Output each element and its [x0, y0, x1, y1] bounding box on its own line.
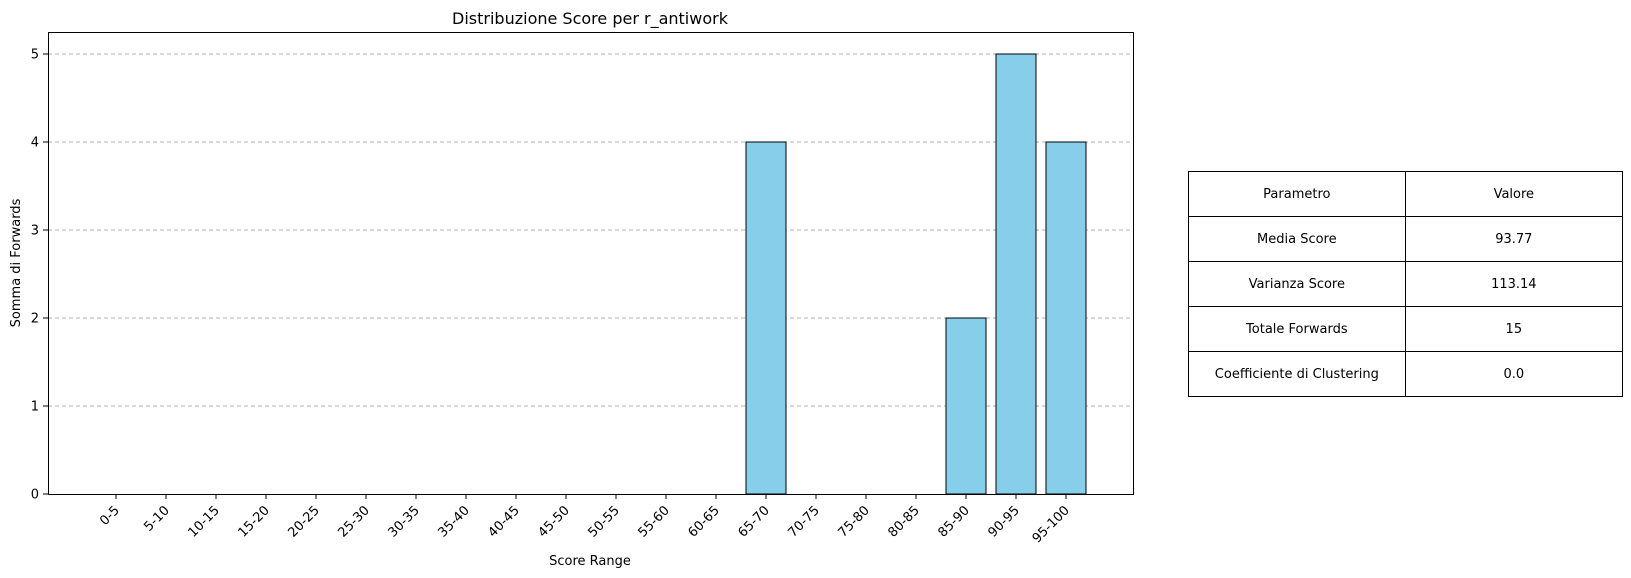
y-axis-ticks: 0 1 2 3 4 5: [31, 48, 48, 503]
bar: [1045, 141, 1087, 495]
x-tick-label: 40-45: [486, 503, 523, 540]
table-cell-parameter: Media Score: [1188, 216, 1406, 262]
y-tick-label: 5: [31, 48, 39, 63]
y-tick-label: 0: [31, 488, 39, 503]
x-tick-label: 90-95: [986, 503, 1023, 540]
table-header-cell-value: Valore: [1404, 171, 1624, 217]
x-tick-label: 80-85: [886, 503, 923, 540]
table-cell-value: 93.77: [1404, 216, 1624, 262]
bar: [995, 53, 1037, 495]
x-tick-label: 30-35: [386, 503, 423, 540]
stats-table: Parametro Valore Media Score 93.77 Varia…: [1188, 171, 1624, 397]
x-tick-label: 25-30: [336, 503, 373, 540]
x-tick-label: 85-90: [936, 503, 973, 540]
y-tick-label: 4: [31, 136, 39, 151]
table-cell-parameter: Totale Forwards: [1188, 306, 1406, 352]
y-tick-label: 1: [31, 400, 39, 415]
table-header-row: Parametro Valore: [1188, 171, 1624, 217]
x-tick-label: 15-20: [236, 503, 273, 540]
table-row: Varianza Score 113.14: [1188, 261, 1624, 307]
x-tick-label: 20-25: [286, 503, 323, 540]
x-tick-label: 35-40: [436, 503, 473, 540]
table-cell-value: 15: [1404, 306, 1624, 352]
bar: [745, 141, 787, 495]
table-row: Totale Forwards 15: [1188, 306, 1624, 352]
table-cell-value: 0.0: [1404, 351, 1624, 397]
x-tick-label: 10-15: [186, 503, 223, 540]
y-axis-label: Somma di Forwards: [9, 198, 24, 327]
table-row: Coefficiente di Clustering 0.0: [1188, 351, 1624, 397]
table-cell-value: 113.14: [1404, 261, 1624, 307]
plot-frame: [48, 32, 1134, 495]
x-tick-label: 0-5: [97, 503, 123, 529]
x-tick-label: 60-65: [686, 503, 723, 540]
chart-title: Distribuzione Score per r_antiwork: [452, 9, 729, 29]
x-tick-label: 65-70: [736, 503, 773, 540]
x-tick-label: 55-60: [636, 503, 673, 540]
table-header-cell-parameter: Parametro: [1188, 171, 1406, 217]
x-axis-label: Score Range: [549, 554, 631, 569]
x-tick-label: 70-75: [786, 503, 823, 540]
bar: [945, 317, 987, 495]
y-tick-label: 3: [31, 224, 39, 239]
x-tick-label: 50-55: [586, 503, 623, 540]
y-tick-label: 2: [31, 312, 39, 327]
x-tick-label: 5-10: [141, 503, 172, 534]
table-cell-parameter: Coefficiente di Clustering: [1188, 351, 1406, 397]
x-tick-label: 45-50: [536, 503, 573, 540]
table-cell-parameter: Varianza Score: [1188, 261, 1406, 307]
x-tick-label: 75-80: [836, 503, 873, 540]
bars: [745, 53, 1087, 495]
table-row: Media Score 93.77: [1188, 216, 1624, 262]
x-tick-label: 95-100: [1030, 503, 1073, 546]
x-axis-ticks: 0-5 5-10 10-15 15-20 20-25 25-30 30-35 35-40 40-…: [97, 494, 1073, 546]
